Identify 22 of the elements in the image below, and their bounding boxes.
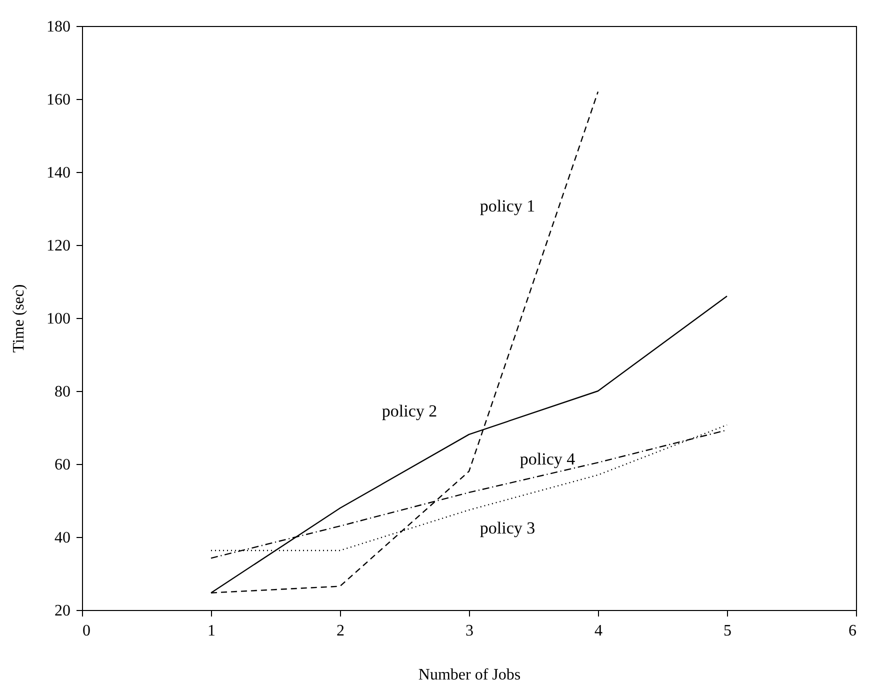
y-tick-label: 180 <box>46 18 70 36</box>
x-tick-label: 4 <box>594 622 602 640</box>
y-axis-title: Time (sec) <box>10 284 28 353</box>
x-tick-label: 0 <box>82 622 90 640</box>
series-label: policy 2 <box>382 401 438 420</box>
y-tick-label: 20 <box>54 602 70 620</box>
y-tick-label: 120 <box>46 238 70 254</box>
x-axis-title: Number of Jobs <box>418 666 521 682</box>
series-label: policy 1 <box>480 196 536 216</box>
x-tick-label: 1 <box>208 622 216 640</box>
x-tick-label: 3 <box>466 622 474 640</box>
x-tick-label: 2 <box>336 622 344 640</box>
y-tick-label: 40 <box>54 530 70 546</box>
y-tick-label: 60 <box>54 456 70 474</box>
y-tick-label: 80 <box>54 384 70 400</box>
y-tick-label: 140 <box>46 164 70 182</box>
y-tick-label: 160 <box>46 92 70 108</box>
x-tick-label: 6 <box>848 622 856 640</box>
x-tick-label: 5 <box>724 622 732 640</box>
y-tick-label: 100 <box>46 310 70 328</box>
series-label: policy 4 <box>520 450 576 469</box>
series-label: policy 3 <box>480 518 536 538</box>
